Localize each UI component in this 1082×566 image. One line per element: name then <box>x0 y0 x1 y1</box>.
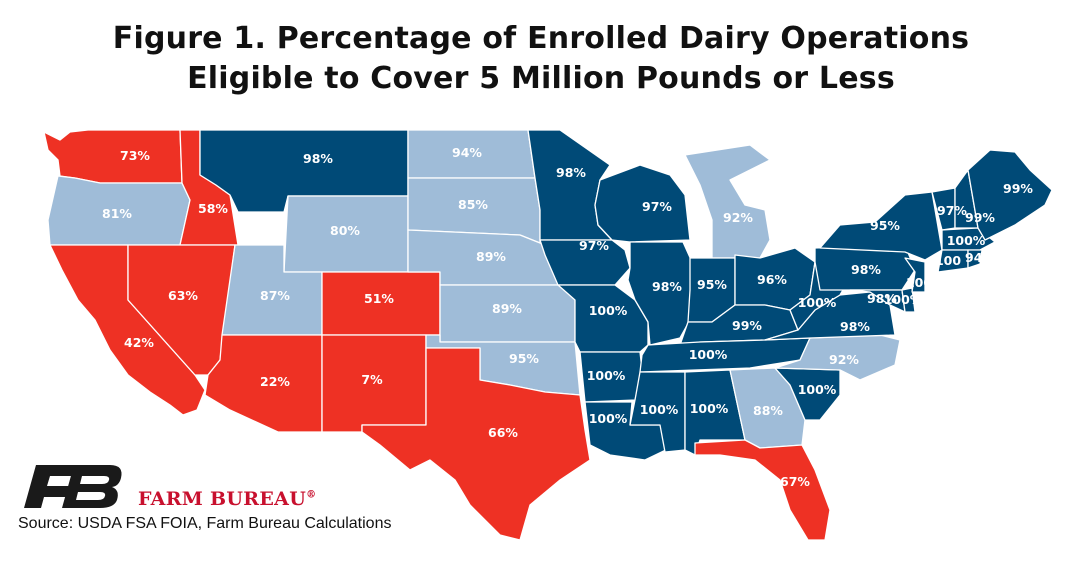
source-note: Source: USDA FSA FOIA, Farm Bureau Calcu… <box>18 515 392 532</box>
label-az: 22% <box>260 374 290 389</box>
label-vt: 97% <box>937 203 967 218</box>
label-la: 100% <box>589 411 628 426</box>
label-nj: 100 <box>906 275 932 290</box>
label-wi: 97% <box>642 199 672 214</box>
state-wi <box>594 164 691 243</box>
label-tn: 100% <box>689 347 728 362</box>
label-wy: 80% <box>330 223 360 238</box>
label-va: 98% <box>840 319 870 334</box>
label-ct: 100 <box>935 253 961 268</box>
label-ks: 89% <box>492 301 522 316</box>
label-tx: 66% <box>488 425 518 440</box>
label-in: 95% <box>697 277 727 292</box>
label-id: 58% <box>198 201 228 216</box>
state-wa <box>43 129 183 184</box>
label-ia: 97% <box>579 238 609 253</box>
farm-bureau-wordmark: FARM BUREAU® <box>138 488 317 510</box>
state-tx <box>361 347 591 541</box>
label-ms: 100% <box>640 402 679 417</box>
label-ri: 94% <box>965 250 995 265</box>
state-md <box>849 289 906 313</box>
state-mi <box>684 144 771 259</box>
label-sc: 100% <box>798 382 837 397</box>
label-wv: 100% <box>798 295 837 310</box>
label-ar: 100% <box>587 368 626 383</box>
label-al: 100% <box>690 401 729 416</box>
figure-title-line-2: Eligible to Cover 5 Million Pounds or Le… <box>187 61 895 96</box>
label-fl: 67% <box>780 474 810 489</box>
label-ga: 88% <box>753 403 783 418</box>
label-or: 81% <box>102 206 132 221</box>
farm-bureau-logo <box>24 465 122 508</box>
label-oh: 96% <box>757 272 787 287</box>
state-de <box>901 287 916 313</box>
registered-mark: ® <box>306 489 317 501</box>
label-il: 98% <box>652 279 682 294</box>
label-sd: 85% <box>458 197 488 212</box>
label-mt: 98% <box>303 151 333 166</box>
state-ia <box>539 239 631 286</box>
label-ca: 42% <box>124 335 154 350</box>
label-nh: 99% <box>965 210 995 225</box>
label-md: 98% <box>867 291 897 306</box>
label-ky: 99% <box>732 318 762 333</box>
label-ut: 87% <box>260 288 290 303</box>
state-me <box>967 149 1053 241</box>
label-nc: 92% <box>829 352 859 367</box>
label-nd: 94% <box>452 145 482 160</box>
label-ok: 95% <box>509 351 539 366</box>
label-pa: 98% <box>851 262 881 277</box>
state-nj <box>904 257 926 293</box>
label-co: 51% <box>364 291 394 306</box>
label-ma: 100% <box>947 233 986 248</box>
figure-title-line-1: Figure 1. Percentage of Enrolled Dairy O… <box>112 21 970 56</box>
label-mn: 98% <box>556 165 586 180</box>
label-mo: 100% <box>589 303 628 318</box>
label-me: 99% <box>1003 181 1033 196</box>
label-wa: 73% <box>120 148 150 163</box>
label-nm: 7% <box>361 372 383 387</box>
state-mo <box>557 284 649 353</box>
state-fl <box>694 439 831 541</box>
state-ri <box>967 249 983 269</box>
label-nv: 63% <box>168 288 198 303</box>
label-ne: 89% <box>476 249 506 264</box>
label-ny: 95% <box>870 218 900 233</box>
label-de: 100% <box>884 292 923 307</box>
label-mi: 92% <box>723 210 753 225</box>
